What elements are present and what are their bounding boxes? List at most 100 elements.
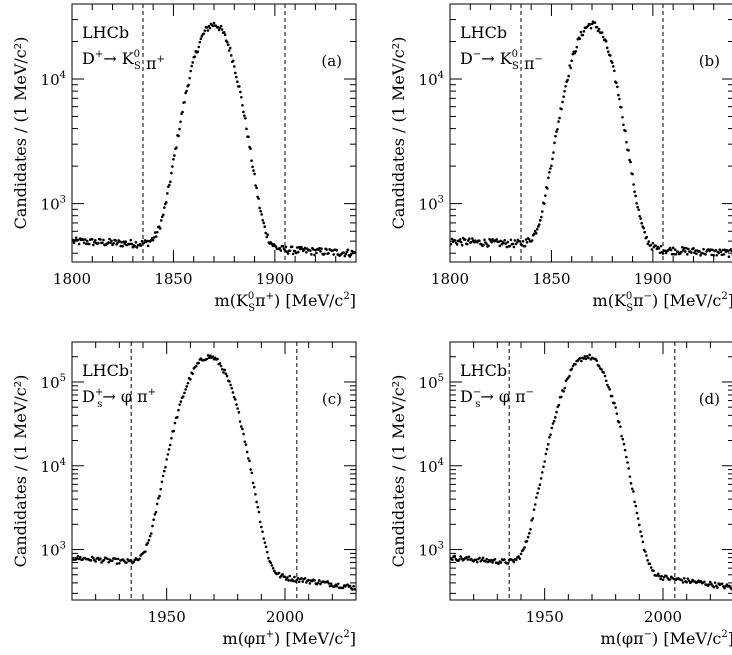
data-point — [490, 558, 493, 562]
data-point — [281, 573, 284, 576]
data-point — [237, 411, 241, 414]
data-point — [624, 129, 627, 133]
data-point — [544, 194, 547, 197]
data-point — [615, 412, 619, 415]
data-point — [621, 115, 624, 119]
data-point — [94, 239, 97, 242]
decay-parent: D — [82, 49, 95, 68]
data-point — [281, 244, 285, 248]
data-point — [610, 394, 614, 398]
data-point — [164, 465, 167, 469]
data-point — [274, 245, 278, 248]
data-point — [537, 487, 541, 490]
data-point — [485, 242, 488, 246]
data-point — [652, 569, 655, 573]
data-point — [172, 157, 175, 161]
data-point — [449, 242, 453, 246]
data-point — [550, 164, 553, 168]
data-point — [474, 558, 478, 562]
data-point — [335, 584, 339, 588]
data-point — [634, 194, 637, 198]
data-point — [284, 245, 288, 249]
data-point — [521, 239, 525, 243]
data-point — [185, 385, 189, 388]
x-label-sub: S — [248, 303, 255, 314]
data-point — [249, 468, 252, 471]
data-point — [643, 550, 647, 553]
data-point — [608, 54, 612, 57]
data-point — [139, 244, 143, 247]
data-point — [102, 238, 105, 242]
data-point — [574, 362, 577, 366]
data-point — [685, 246, 688, 250]
data-point — [529, 527, 532, 531]
data-point — [284, 578, 288, 581]
data-point — [318, 579, 321, 582]
data-point — [251, 481, 255, 485]
data-point — [530, 239, 534, 242]
data-point — [242, 432, 245, 436]
data-point — [158, 227, 162, 230]
data-point — [177, 134, 180, 138]
data-point — [673, 248, 677, 252]
data-point — [81, 238, 85, 242]
x-tick-label: 1800 — [431, 270, 469, 288]
x-label-unit-exp: 2 — [721, 629, 727, 640]
data-point — [191, 61, 194, 64]
data-point — [551, 157, 554, 161]
data-point — [112, 241, 115, 245]
data-point — [518, 240, 522, 243]
data-point — [230, 386, 234, 390]
data-point — [223, 368, 226, 372]
decay-parent-charge: + — [95, 49, 103, 60]
x-tick-label: 1900 — [256, 270, 294, 288]
data-point — [465, 555, 468, 559]
data-point — [460, 243, 464, 247]
y-axis-label: Candidates / (1 MeV/c²) — [11, 37, 30, 230]
data-point — [633, 190, 636, 194]
data-point — [315, 251, 318, 255]
data-point — [659, 244, 663, 248]
data-point — [250, 471, 254, 475]
decay-parent-charge: − — [473, 387, 481, 398]
data-point — [142, 241, 146, 245]
data-point — [532, 508, 536, 511]
data-point — [269, 561, 273, 565]
data-point — [99, 557, 102, 560]
data-point — [179, 120, 182, 124]
data-point — [345, 250, 349, 254]
data-point — [122, 240, 126, 244]
data-point — [267, 556, 270, 560]
data-point — [286, 252, 290, 255]
data-point — [301, 580, 305, 583]
data-point — [455, 243, 459, 246]
y-tick-label: 105 — [419, 373, 444, 392]
data-point — [116, 557, 120, 561]
data-point — [604, 39, 608, 43]
data-point — [186, 381, 190, 385]
data-point — [190, 64, 193, 68]
data-point — [563, 386, 567, 390]
data-point — [108, 237, 111, 241]
data-point — [170, 436, 173, 440]
data-point — [288, 249, 292, 253]
data-point — [239, 90, 242, 94]
data-point — [495, 238, 498, 241]
data-point — [630, 487, 634, 491]
data-point — [286, 576, 289, 579]
y-axis-label: Candidates / (1 MeV/c²) — [389, 375, 408, 568]
data-point — [181, 395, 185, 398]
data-point — [638, 214, 641, 218]
data-point — [517, 555, 520, 558]
data-point — [453, 554, 457, 558]
data-point — [525, 240, 529, 244]
data-point — [144, 550, 147, 553]
data-point — [155, 230, 159, 234]
data-point — [251, 165, 254, 169]
data-point — [219, 24, 223, 28]
data-point — [163, 206, 166, 209]
data-point — [160, 480, 164, 484]
data-point — [533, 503, 537, 506]
data-point — [165, 200, 168, 204]
